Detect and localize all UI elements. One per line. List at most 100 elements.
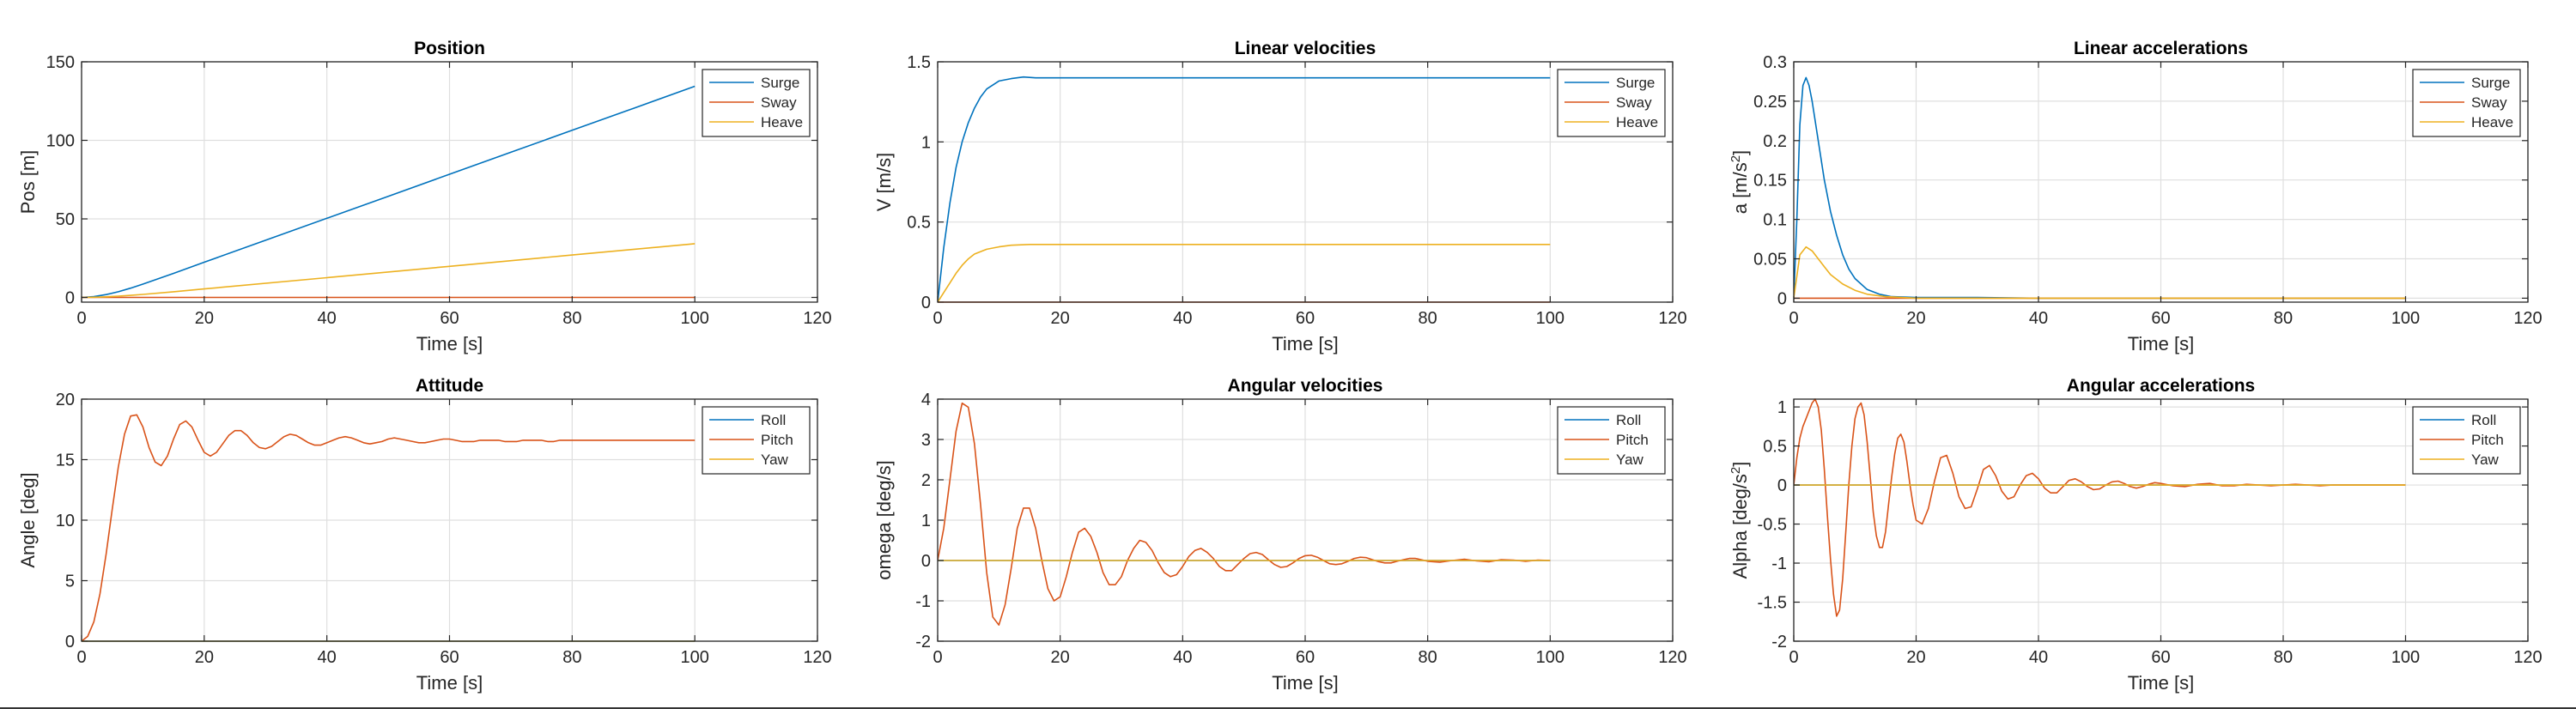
y-tick-label: 10: [56, 512, 75, 530]
x-tick-label: 60: [2151, 648, 2170, 667]
x-tick-label: 100: [680, 309, 708, 328]
legend: Roll Pitch Yaw: [702, 406, 811, 475]
legend-box: [2412, 406, 2521, 475]
x-tick-label: 80: [1419, 648, 1437, 667]
y-tick-label: 0.25: [1753, 93, 1787, 112]
x-tick-label: 80: [562, 309, 581, 328]
y-tick-label: 0: [1777, 289, 1787, 308]
x-tick-label: 20: [1906, 309, 1925, 328]
x-axis-label: Time [s]: [1272, 333, 1338, 354]
y-axis-label: a [m/s2]: [1728, 150, 1752, 214]
x-tick-label: 60: [1296, 309, 1315, 328]
x-tick-label: 60: [2151, 309, 2170, 328]
y-tick-label: 20: [56, 391, 75, 409]
x-tick-label: 60: [1296, 648, 1315, 667]
y-tick-label: 1: [1777, 398, 1787, 417]
legend-label-roll: Roll: [2471, 412, 2496, 428]
y-tick-label: -2: [1771, 633, 1787, 651]
chart-title: Angular accelerations: [2067, 376, 2255, 396]
x-tick-label: 80: [2274, 309, 2293, 328]
y-tick-label: 0.05: [1753, 251, 1787, 270]
series-line-surge: [938, 76, 1551, 303]
x-tick-label: 20: [1051, 648, 1070, 667]
legend-box: [1557, 406, 1666, 475]
chart-6: 0 20 40 60 80 100 120 -2 -1.5 -1 -0.5 0 0.5 1 Angular …: [1728, 376, 2543, 694]
legend: Surge Sway Heave: [1557, 69, 1666, 137]
x-tick-label: 80: [2274, 648, 2293, 667]
x-tick-label: 40: [2029, 309, 2048, 328]
chart-5: 0 20 40 60 80 100 120 -2 -1 0 1 2 3 4 Angular velociti…: [873, 376, 1687, 694]
legend-label-heave: Heave: [2471, 114, 2513, 130]
legend-label-surge: Surge: [761, 75, 799, 91]
legend-label-pitch: Pitch: [1616, 432, 1649, 448]
legend-label-yaw: Yaw: [2471, 451, 2500, 468]
chart-3: 0 20 40 60 80 100 120 0 0.05 0.1 0.15 0.2 0.25 0.3 Lin…: [1728, 39, 2543, 354]
series-line-surge: [82, 85, 696, 299]
series-line-pitch: [1794, 398, 2406, 617]
x-tick-label: 0: [1789, 309, 1798, 328]
series-group: [1794, 76, 2406, 300]
x-tick-label: 120: [803, 309, 831, 328]
chart-title: Attitude: [416, 376, 483, 396]
series-line-surge: [1794, 76, 2406, 300]
y-axis-label: Angle [deg]: [17, 472, 39, 567]
y-tick-label: 0.3: [1763, 53, 1787, 72]
y-tick-label: 4: [921, 391, 931, 409]
series-group: [82, 85, 696, 299]
x-tick-label: 40: [2029, 648, 2048, 667]
y-tick-label: 0.5: [907, 214, 931, 233]
legend-label-sway: Sway: [2471, 94, 2507, 111]
y-tick-label: 50: [56, 210, 75, 229]
y-tick-label: 0: [921, 552, 931, 571]
y-tick-label: 0: [921, 294, 931, 312]
legend-label-yaw: Yaw: [761, 451, 789, 468]
legend-label-sway: Sway: [761, 94, 797, 111]
legend: Surge Sway Heave: [2412, 69, 2521, 137]
legend-label-surge: Surge: [2471, 75, 2510, 91]
series-line-pitch: [82, 414, 696, 642]
y-tick-label: -0.5: [1758, 516, 1787, 535]
legend: Roll Pitch Yaw: [1557, 406, 1666, 475]
x-tick-label: 0: [1789, 648, 1798, 667]
x-tick-label: 100: [680, 648, 708, 667]
y-axis-label: omega [deg/s]: [873, 460, 895, 579]
x-tick-label: 40: [1173, 648, 1192, 667]
y-tick-label: 2: [921, 471, 931, 490]
x-tick-label: 120: [2513, 648, 2542, 667]
y-tick-label: -1: [915, 592, 931, 611]
y-tick-label: 1.5: [907, 53, 931, 72]
y-tick-label: 15: [56, 451, 75, 470]
x-tick-label: 20: [1906, 648, 1925, 667]
x-tick-label: 100: [2391, 309, 2420, 328]
x-axis-label: Time [s]: [416, 672, 483, 694]
y-tick-label: -1: [1771, 554, 1787, 573]
y-tick-label: 0: [65, 289, 75, 308]
x-tick-label: 0: [76, 309, 86, 328]
y-axis-label: Pos [m]: [17, 150, 39, 215]
x-tick-label: 0: [933, 648, 942, 667]
y-axis-label: V [m/s]: [873, 153, 895, 211]
y-tick-label: 1: [921, 133, 931, 152]
chart-title: Linear accelerations: [2074, 39, 2248, 58]
x-tick-label: 120: [1658, 648, 1686, 667]
x-tick-label: 100: [1536, 309, 1564, 328]
y-tick-label: 5: [65, 573, 75, 591]
y-tick-label: -2: [915, 633, 931, 651]
y-tick-label: 0: [1777, 476, 1787, 495]
x-tick-label: 60: [440, 648, 459, 667]
series-line-heave: [82, 243, 696, 299]
series-line-heave: [1794, 245, 2406, 300]
y-tick-label: 1: [921, 512, 931, 530]
y-tick-label: 3: [921, 431, 931, 450]
legend-label-roll: Roll: [761, 412, 786, 428]
legend-box: [702, 406, 811, 475]
legend-box: [1557, 69, 1666, 137]
legend-label-heave: Heave: [761, 114, 803, 130]
x-tick-label: 20: [195, 309, 214, 328]
x-tick-label: 20: [1051, 309, 1070, 328]
y-tick-label: -1.5: [1758, 594, 1787, 613]
x-tick-label: 120: [803, 648, 831, 667]
x-tick-label: 40: [318, 648, 337, 667]
x-tick-label: 120: [2513, 309, 2542, 328]
series-group: [82, 414, 696, 642]
